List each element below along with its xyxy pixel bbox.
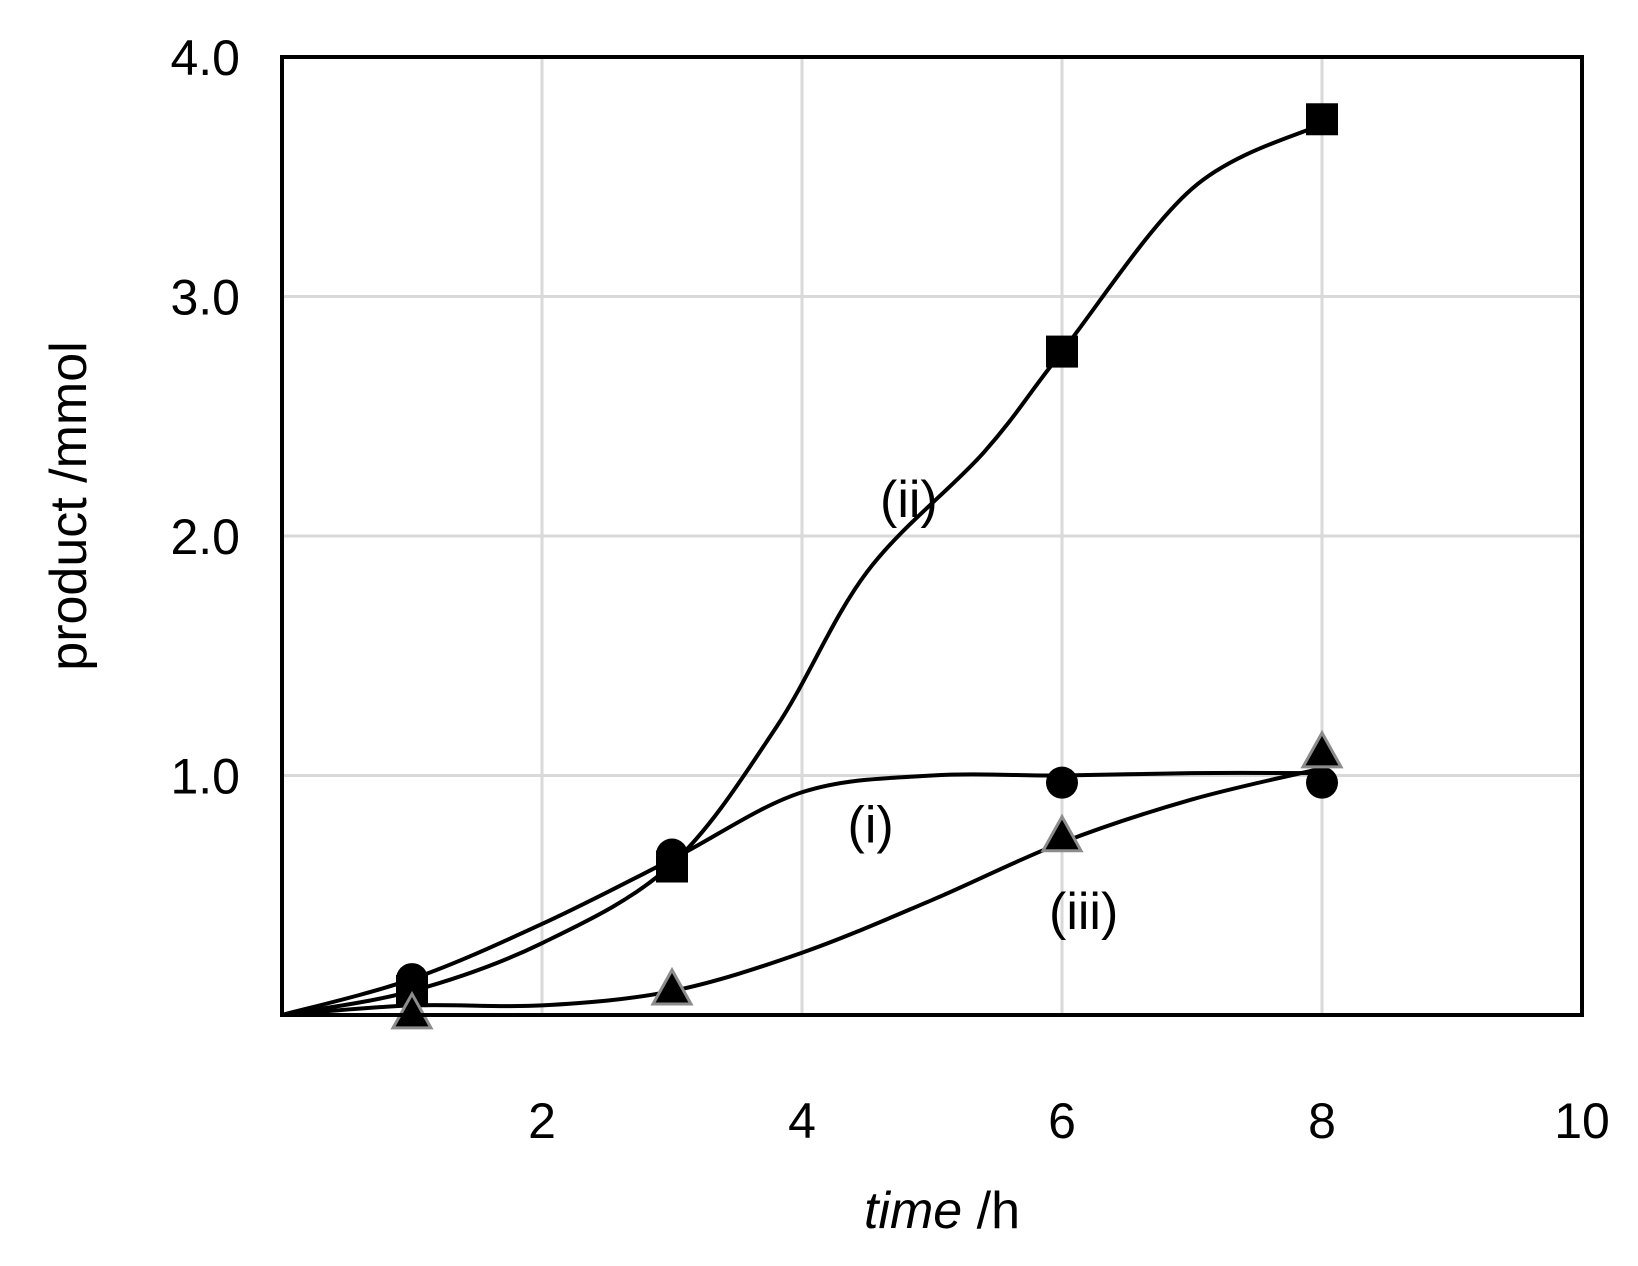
x-tick-labels: 2 4 6 8 10 bbox=[528, 1093, 1610, 1149]
y-axis-title: product /mmol bbox=[40, 341, 98, 670]
x-axis-title-unit: /h bbox=[962, 1182, 1020, 1240]
y-tick-label: 2.0 bbox=[170, 509, 240, 565]
series-annotation-square: (ii) bbox=[880, 471, 938, 529]
data-point-square bbox=[1306, 103, 1338, 136]
curves bbox=[281, 122, 1323, 1017]
x-tick-label: 8 bbox=[1308, 1093, 1336, 1149]
data-point-triangle bbox=[1300, 729, 1344, 769]
y-tick-label: 4.0 bbox=[170, 30, 240, 86]
x-tick-label: 4 bbox=[788, 1093, 816, 1149]
series-line-square bbox=[281, 122, 1323, 1017]
series-line-triangle bbox=[281, 766, 1323, 1017]
data-point-square bbox=[1046, 335, 1078, 368]
data-point-circle bbox=[1046, 766, 1078, 799]
data-point-circle bbox=[1306, 766, 1338, 799]
series-annotation-triangle: (iii) bbox=[1049, 883, 1118, 941]
x-axis-title: time /h bbox=[864, 1182, 1020, 1240]
series-line-circle bbox=[281, 770, 1323, 1017]
data-point-triangle bbox=[1040, 813, 1084, 853]
x-tick-label: 6 bbox=[1048, 1093, 1076, 1149]
annotations: (i) (ii) (iii) bbox=[848, 471, 1119, 941]
y-tick-label: 1.0 bbox=[170, 749, 240, 805]
data-point-triangle bbox=[390, 990, 434, 1030]
y-tick-label: 3.0 bbox=[170, 270, 240, 326]
grid bbox=[282, 57, 1582, 1015]
data-point-triangle bbox=[650, 966, 694, 1006]
plot-frame bbox=[280, 55, 1584, 1017]
x-tick-label: 10 bbox=[1554, 1093, 1610, 1149]
data-point-square bbox=[656, 850, 688, 883]
x-axis-title-italic: time bbox=[864, 1182, 962, 1240]
markers bbox=[390, 103, 1344, 1030]
x-tick-label: 2 bbox=[528, 1093, 556, 1149]
series-annotation-circle: (i) bbox=[848, 797, 894, 855]
y-tick-labels: 1.0 2.0 3.0 4.0 bbox=[170, 30, 240, 805]
